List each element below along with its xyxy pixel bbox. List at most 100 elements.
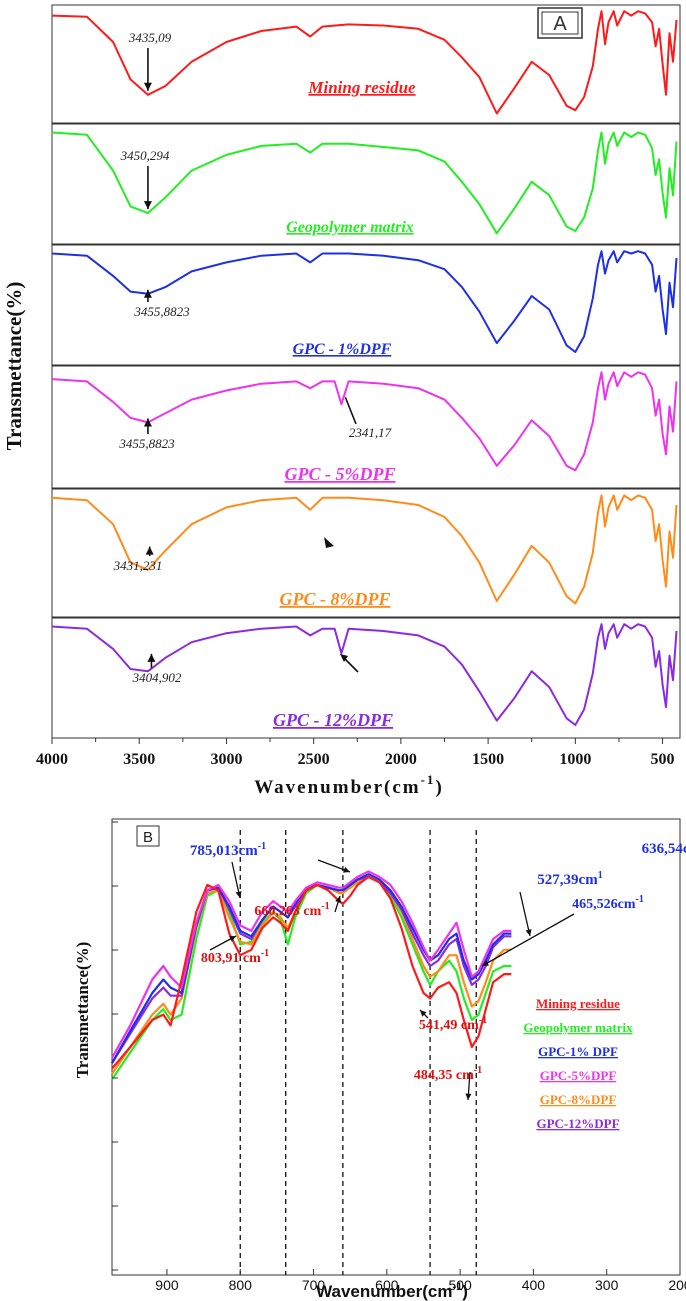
panel-a-x-tick-label-3000: 3000 [210, 751, 242, 768]
panel-b-x-tick-label-700: 700 [302, 1277, 326, 1293]
panel-a-x-tick-label-2500: 2500 [298, 751, 330, 768]
panel-b-label-box: B [136, 825, 160, 847]
panel-b-xlabel-main: Wavenumber(cm [316, 1282, 452, 1301]
peak-arrowhead-geopolymer-matrix [143, 201, 152, 210]
peak-arrowhead-mining-residue [143, 82, 152, 91]
peak-arrowhead-gpc-1-dpf [143, 289, 152, 298]
annotation-sup: -1 [479, 1015, 487, 1026]
annotation-541-49-cm-1: 541,49 cm-1 [419, 1015, 487, 1033]
panel-b-xlabel: Wavenumber(cm-1) [316, 1281, 468, 1301]
series-line-gpc-5-dpf [51, 371, 678, 472]
annotation-text: 803,91 cm [201, 951, 261, 966]
panel-a-band-frame-5 [51, 488, 681, 618]
panel-b-frame [111, 818, 681, 1276]
band6-arrowhead [340, 654, 348, 662]
panel-a-x-tick-label-500: 500 [651, 751, 675, 768]
panel-b-xlabel-sup: -1 [452, 1281, 462, 1293]
panel-a-band-frame-1 [51, 4, 681, 124]
panel-b-x-tick-label-600: 600 [375, 1277, 399, 1293]
panel-a-band-frame-6 [51, 617, 681, 739]
peak-arrowhead-gpc-12-dpf [147, 653, 156, 662]
panel-a-label-box: A [537, 7, 583, 39]
annotation-sup: -1 [636, 894, 644, 905]
peak2-label-gpc-5-dpf: 2341,17 [349, 425, 392, 440]
panel-a-band-frame-3 [51, 244, 681, 366]
annotation-text: 484,35 cm [414, 1068, 474, 1083]
annotation-arrow-4 [481, 913, 575, 967]
annotation-785-013cm-1: 785,013cm-1 [190, 841, 266, 859]
panel-a-label: A [553, 13, 567, 35]
annotation-text: 527,39cm [537, 872, 598, 888]
annotation-465-526cm-1: 465,526cm-1 [572, 894, 644, 912]
annotation-sup: -1 [258, 841, 266, 852]
panel-a-xlabel-sup: -1 [421, 772, 436, 787]
panel-b-xlabel-tail: ) [462, 1282, 468, 1301]
panel-a-band-frame-2 [51, 123, 681, 245]
peak-arrowhead-gpc-5-dpf [143, 418, 152, 427]
peak-arrowhead-gpc-8-dpf [145, 546, 154, 555]
annotation-arrowhead-6 [229, 936, 236, 942]
panel-b-x-tick-label-800: 800 [229, 1277, 253, 1293]
series-label-geopolymer-matrix: Geopolymer matrix [286, 219, 414, 236]
legend-entry-gpc-12-dpf: GPC-12%DPF [536, 1116, 619, 1131]
series-line-b-gpc-5-dpf [111, 870, 512, 1059]
annotation-arrowhead-4 [482, 960, 489, 966]
peak-label-gpc-1-dpf: 3455,8823 [133, 304, 190, 319]
series-label-gpc-12-dpf: GPC - 12%DPF [273, 710, 393, 730]
legend-entry-geopolymer-matrix: Geopolymer matrix [523, 1020, 633, 1035]
peak2-arrow-gpc-5-dpf [344, 397, 357, 425]
panel-a-ylabel: Transmettance(%) [2, 282, 26, 451]
series-line-mining-residue [51, 10, 678, 115]
series-label-mining-residue: Mining residue [307, 78, 416, 97]
legend-entry-gpc-1-dpf: GPC-1% DPF [538, 1044, 618, 1059]
series-line-gpc-8-dpf [51, 494, 678, 605]
panel-a-x-tick-label-1500: 1500 [472, 751, 504, 768]
panel-b-x-tick-label-900: 900 [155, 1277, 179, 1293]
series-label-gpc-8-dpf: GPC - 8%DPF [280, 589, 391, 609]
panel-a-xlabel: Wavenumber(cm-1) [254, 772, 444, 798]
legend-entry-gpc-8-dpf: GPC-8%DPF [540, 1092, 617, 1107]
series-line-gpc-1-dpf [51, 250, 678, 353]
annotation-arrowhead-3 [525, 929, 532, 936]
peak-label-mining-residue: 3435,09 [128, 30, 172, 45]
peak-label-gpc-12-dpf: 3404,902 [132, 670, 182, 685]
annotation-636-54cm-1: 636,54cm-1 [642, 839, 686, 857]
annotation-text: 541,49 cm [419, 1018, 479, 1033]
panel-a-x-tick-label-1000: 1000 [559, 751, 591, 768]
panel-a-x-tick-label-2000: 2000 [385, 751, 417, 768]
annotation-text: 660,263 cm [254, 904, 321, 919]
series-line-geopolymer-matrix [51, 131, 678, 235]
annotation-sup: 1 [598, 870, 603, 881]
panel-b-x-tick-label-200: 200 [668, 1277, 686, 1293]
band5-arrow [324, 537, 334, 548]
annotation-text: 465,526cm [572, 897, 636, 912]
legend-entry-mining-residue: Mining residue [536, 996, 620, 1011]
series-line-gpc-12-dpf [51, 623, 678, 726]
series-label-gpc-5-dpf: GPC - 5%DPF [285, 464, 396, 484]
series-label-gpc-1-dpf: GPC - 1%DPF [293, 341, 392, 358]
annotation-arrowhead-2 [343, 866, 350, 873]
peak-label-gpc-5-dpf: 3455,8823 [118, 436, 175, 451]
series-line-b-gpc-1-dpf [111, 873, 512, 1064]
panel-b: 900800700600500400300200 785,013cm-1636,… [73, 818, 686, 1301]
annotation-text: 636,54cm [642, 841, 686, 857]
peak-label-gpc-8-dpf: 3431,231 [113, 558, 163, 573]
peak-label-geopolymer-matrix: 3450,294 [120, 148, 170, 163]
annotation-arrowhead-8 [465, 1093, 472, 1100]
panel-b-x-tick-label-500: 500 [448, 1277, 472, 1293]
annotation-sup: -1 [261, 948, 269, 959]
annotation-sup: -1 [474, 1065, 482, 1076]
panel-a-x-tick-label-3500: 3500 [123, 751, 155, 768]
panel-a-band-frame-4 [51, 365, 681, 489]
annotation-arrowhead-5 [335, 896, 342, 903]
annotation-527-39cm1: 527,39cm1 [537, 870, 602, 888]
annotation-660-263-cm-1: 660,263 cm-1 [254, 901, 329, 919]
annotation-text: 785,013cm [190, 843, 258, 859]
panel-a-xlabel-main: Wavenumber(cm [254, 777, 420, 798]
panel-b-x-tick-label-400: 400 [522, 1277, 546, 1293]
panel-a-xlabel-tail: ) [435, 777, 443, 798]
panel-a: Mining residue 3435,09 Geopolymer matrix 34… [2, 4, 681, 798]
annotation-arrowhead-7 [420, 1010, 427, 1017]
annotation-484-35-cm-1: 484,35 cm-1 [414, 1065, 482, 1083]
